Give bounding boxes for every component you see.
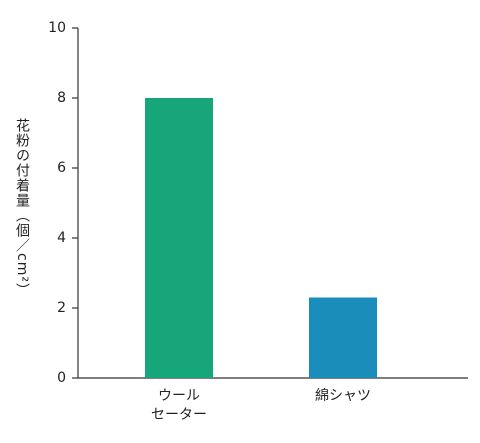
y-tick-label: 4 bbox=[57, 230, 66, 246]
y-tick-label: 2 bbox=[57, 300, 66, 316]
y-tick-label: 0 bbox=[57, 370, 66, 386]
bar bbox=[145, 98, 213, 378]
y-tick-label: 10 bbox=[48, 20, 66, 36]
y-tick-label: 6 bbox=[57, 160, 66, 176]
x-tick-label: ウール セーター bbox=[151, 388, 207, 423]
x-tick-label: 綿シャツ bbox=[315, 388, 371, 404]
bar bbox=[309, 297, 377, 378]
y-axis-label: 花粉の付着量（個／cm²） bbox=[14, 118, 30, 298]
y-tick-label: 8 bbox=[57, 90, 66, 106]
